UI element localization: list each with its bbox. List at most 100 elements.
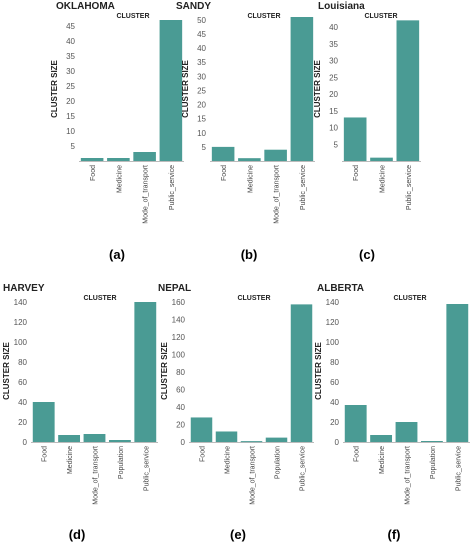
y-tick-label: 40 [66,37,75,46]
y-tick-label: 120 [14,318,28,327]
chart-header: CLUSTER [247,13,280,20]
chart-header: CLUSTER [116,13,149,20]
y-tick-label: 80 [330,358,339,367]
y-tick-label: 40 [197,44,206,53]
x-tick-label: Public_service [406,165,413,210]
y-tick-label: 140 [14,298,28,307]
y-tick-label: 40 [329,23,338,32]
y-tick-label: 60 [330,378,339,387]
chart-panel-alberta: ALBERTA CLUSTER CLUSTER SIZE 0 20 40 60 80 100 12… [314,283,470,542]
bar-mode_of_transport [395,422,418,442]
subfigure-label: (f) [388,527,401,542]
y-tick-label: 5 [71,142,76,151]
y-tick-label: 40 [18,398,27,407]
chart-title: OKLAHOMA [56,1,115,12]
y-tick-label: 50 [197,16,206,25]
y-tick-label: 80 [176,368,185,377]
bar-population [108,440,131,442]
bar-public_service [159,20,183,161]
bar-mode_of_transport [240,441,263,443]
subfigure-label: (a) [109,247,125,262]
y-tick-label: 120 [326,318,340,327]
x-tick-label: Medicine [225,446,232,474]
x-tick-label: Medicine [379,446,386,474]
bar-food [32,402,55,442]
bar-public_service [396,20,420,162]
x-tick-label: Medicine [247,165,254,193]
chart-header: CLUSTER [393,295,426,302]
bar-food [211,146,235,161]
bar-food [343,117,367,161]
x-tick-label: Food [354,446,361,462]
bar-medicine [215,431,238,442]
y-tick-label: 35 [66,52,75,61]
subfigure-label: (b) [241,247,258,262]
y-tick-label: 30 [197,72,206,81]
y-tick-label: 0 [335,438,340,447]
y-tick-label: 40 [330,398,339,407]
y-tick-label: 60 [18,378,27,387]
x-tick-label: Medicine [380,165,387,193]
y-axis-label: CLUSTER SIZE [2,341,11,399]
chart-title: SANDY [176,1,211,12]
y-axis-label: CLUSTER SIZE [50,59,59,117]
x-tick-label: Public_service [300,165,307,210]
x-tick-label: Food [200,446,207,462]
y-tick-label: 20 [66,97,75,106]
y-tick-label: 25 [329,73,338,82]
chart-header: CLUSTER [364,13,397,20]
x-tick-label: Public_service [455,446,462,491]
y-axis-label: CLUSTER SIZE [181,59,190,117]
bar-food [190,417,213,442]
bar-public_service [290,17,314,161]
bar-medicine [58,435,81,442]
y-tick-label: 5 [202,143,207,152]
y-tick-label: 25 [197,86,206,95]
bar-population [420,441,443,442]
x-tick-label: Medicine [116,165,123,193]
chart-header: CLUSTER [237,295,270,302]
chart-panel-sandy: SANDY CLUSTER CLUSTER SIZE 5 10 15 20 25 30 35 40 4… [176,1,315,262]
x-tick-label: Mode_of_transport [405,446,412,505]
chart-title: ALBERTA [317,283,364,294]
y-tick-label: 0 [181,438,186,447]
x-tick-label: Public_service [169,165,176,210]
bar-food [344,405,367,442]
x-tick-label: Mode_of_transport [143,165,150,224]
subfigure-label: (c) [359,247,375,262]
x-tick-label: Food [42,446,49,462]
bar-medicine [238,158,261,161]
y-tick-label: 10 [329,124,338,133]
y-tick-label: 15 [66,112,75,121]
x-tick-label: Public_service [300,446,307,491]
bar-mode_of_transport [264,149,287,161]
bar-medicine [370,157,393,161]
y-tick-label: 40 [176,403,185,412]
y-tick-label: 45 [66,22,75,31]
x-tick-label: Mode_of_transport [274,165,281,224]
bar-population [265,437,288,442]
y-tick-label: 20 [18,418,27,427]
y-tick-label: 10 [66,127,75,136]
x-tick-label: Food [353,165,360,181]
y-tick-label: 0 [23,438,28,447]
y-tick-label: 20 [176,420,185,429]
y-tick-label: 35 [197,58,206,67]
y-tick-label: 100 [326,338,340,347]
x-tick-label: Food [221,165,228,181]
chart-title: Louisiana [318,1,365,12]
bar-medicine [370,435,393,442]
y-tick-label: 15 [197,115,206,124]
x-tick-label: Public_service [143,446,150,491]
y-tick-label: 35 [329,40,338,49]
x-tick-label: Population [275,446,282,479]
x-tick-label: Medicine [67,446,74,474]
chart-panel-nepal: NEPAL CLUSTER CLUSTER SIZE 0 20 40 60 80 100 120 1… [158,283,314,542]
y-tick-label: 80 [18,358,27,367]
x-tick-label: Mode_of_transport [250,446,257,505]
bar-mode_of_transport [133,152,156,161]
y-tick-label: 20 [329,90,338,99]
